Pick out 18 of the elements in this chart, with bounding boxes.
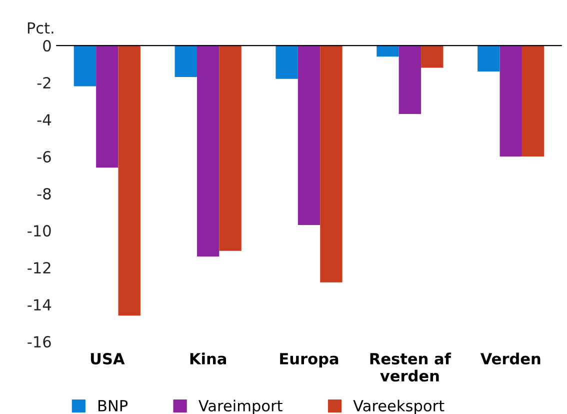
x-tick-label: USA [90,352,125,364]
x-tick-label: Resten af verden [370,352,452,382]
y-tick-label: -2 [37,77,50,88]
x-tick-label: Kina [190,352,226,364]
y-tick-label: -10 [28,225,51,237]
y-tick-label: -8 [37,188,51,200]
y-axis-title: Pct. [28,22,54,34]
y-tick-label: -6 [37,151,51,163]
y-tick-label: -12 [28,262,50,274]
y-tick-label: 0 [43,40,51,52]
y-tick-label: -16 [28,336,51,348]
y-tick-label: -14 [28,299,51,310]
y-tick-label: -4 [37,114,51,126]
legend-label: Vareeksport [353,400,444,414]
legend-label: BNP [98,400,128,412]
legend-label: Vareimport [198,400,282,414]
x-tick-label: Europa [280,353,338,368]
x-tick-label: Verden [480,352,540,364]
